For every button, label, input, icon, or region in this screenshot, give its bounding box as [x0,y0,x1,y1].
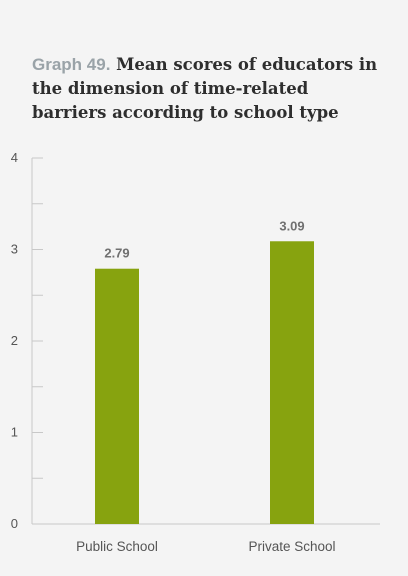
bar-value-label: 3.09 [279,218,304,233]
category-label: Private School [248,539,335,554]
y-tick-label: 3 [11,242,18,257]
bars [95,241,314,524]
y-tick-label: 0 [11,516,18,531]
y-axis-ticks: 0 1 2 3 4 [11,150,43,531]
bar [270,241,314,524]
y-tick-label: 4 [11,150,18,165]
y-tick-label: 1 [11,425,18,440]
bar-value-label: 2.79 [104,246,129,261]
labels: 2.79 Public School 3.09 Private School [76,218,335,554]
chart-title: Graph 49. Mean scores of educators in th… [32,53,382,125]
chart-title-text: Mean scores of educators in the dimensio… [32,55,378,122]
chart-title-prefix: Graph 49. [32,55,111,74]
category-label: Public School [76,539,158,554]
y-tick-label: 2 [11,333,18,348]
bar [95,268,139,524]
